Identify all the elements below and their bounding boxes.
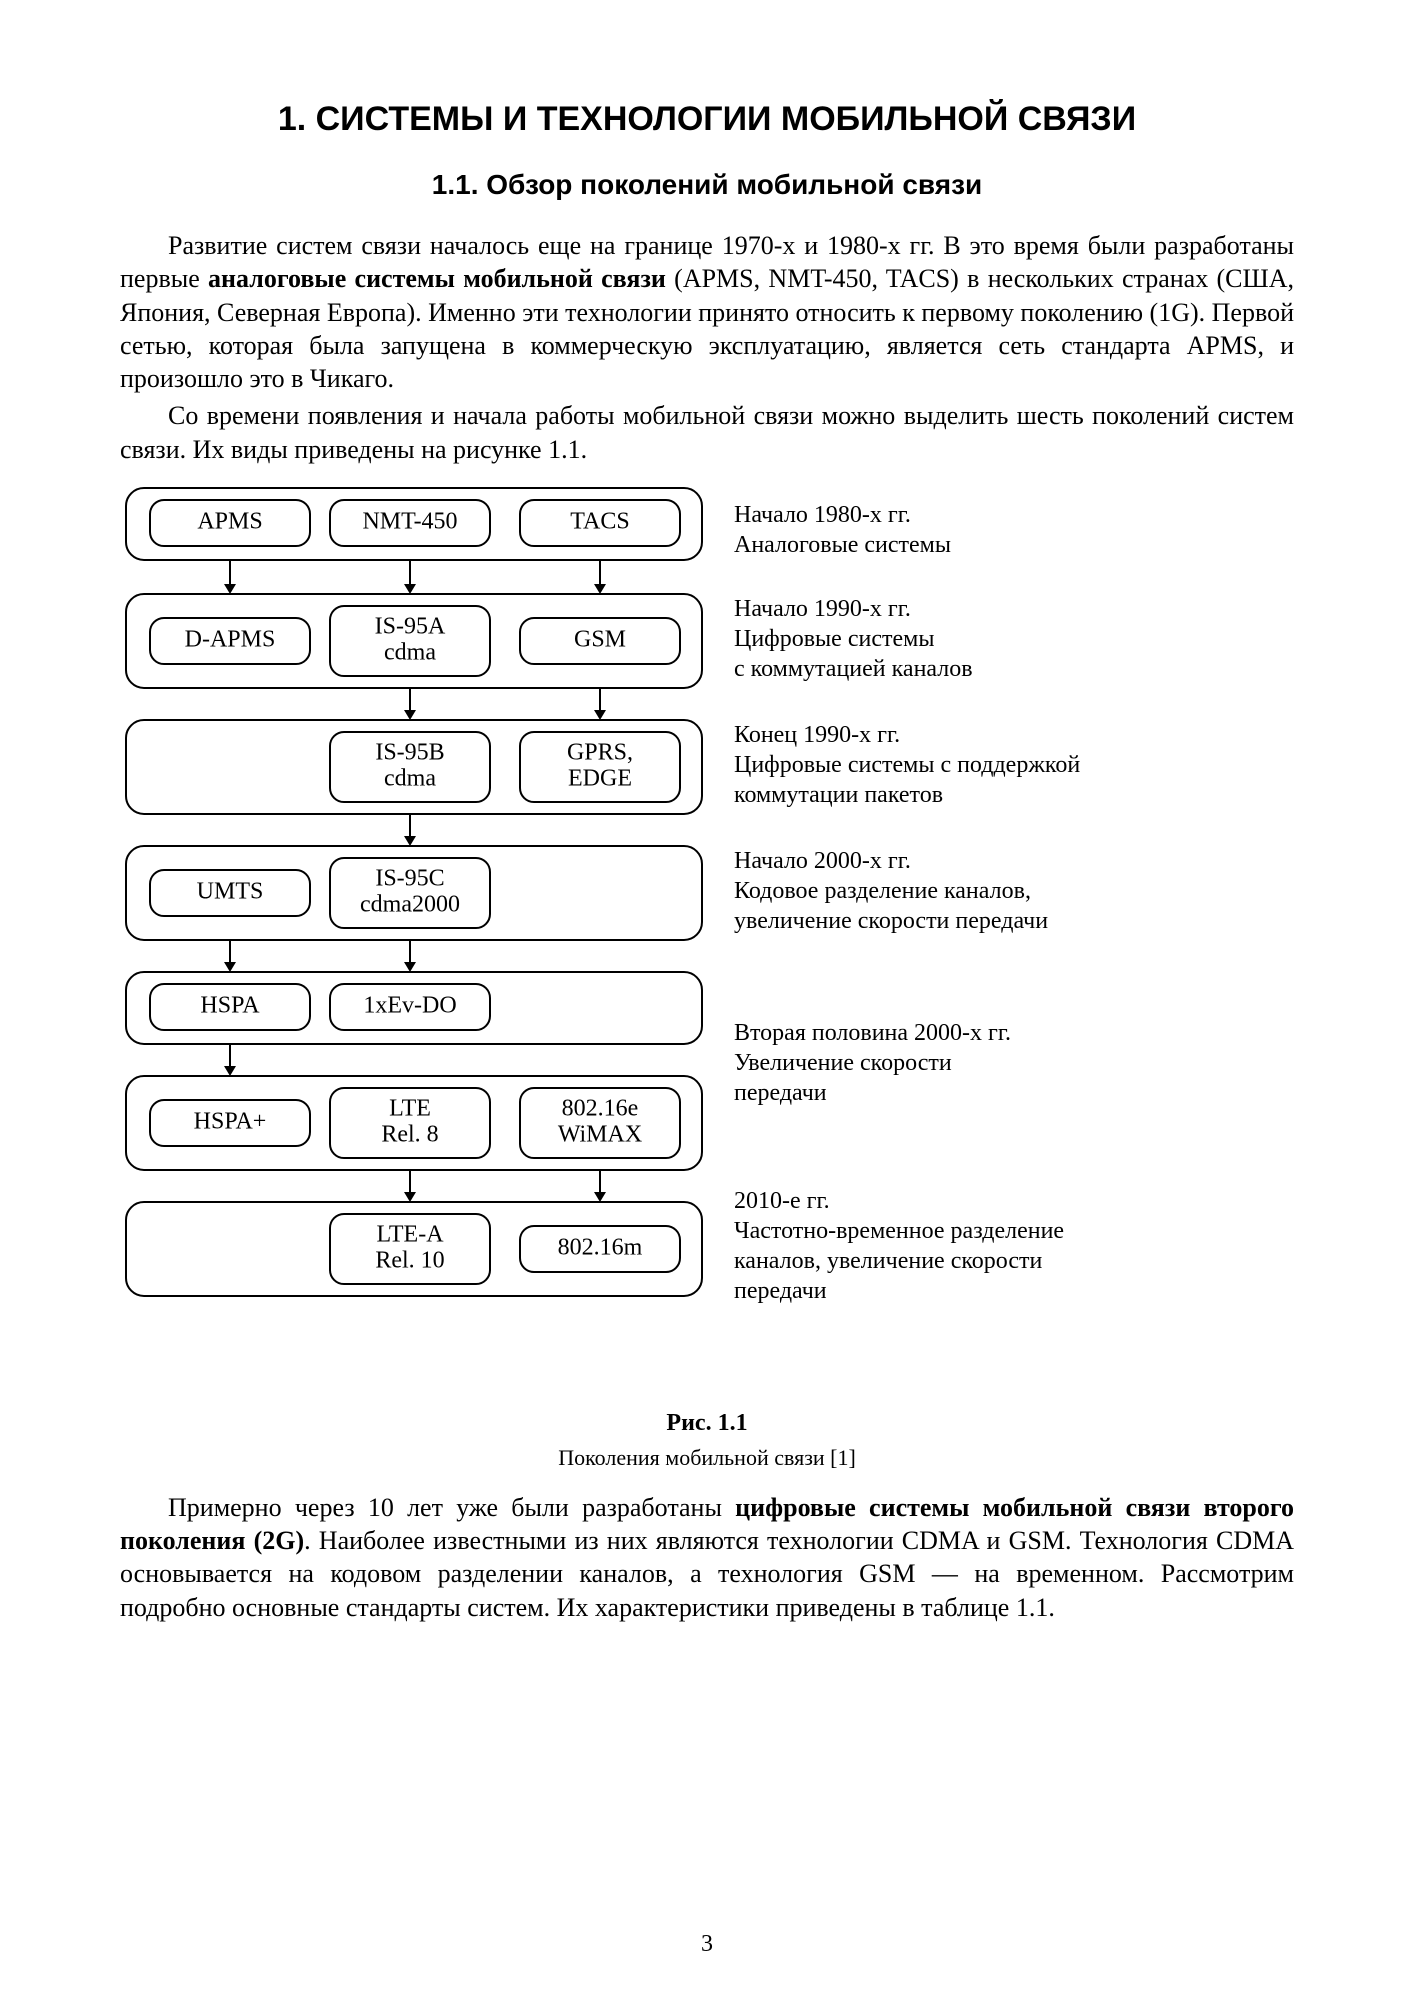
svg-text:WiMAX: WiMAX [558,1121,642,1147]
text-run-bold: аналоговые системы мобильной связи [208,264,666,293]
svg-text:802.16e: 802.16e [562,1095,639,1121]
svg-text:LTE: LTE [389,1095,431,1121]
svg-text:Кодовое разделение каналов,: Кодовое разделение каналов, [734,878,1031,904]
svg-text:Аналоговые системы: Аналоговые системы [734,532,951,558]
svg-text:1xEv-DO: 1xEv-DO [363,992,456,1018]
svg-text:cdma: cdma [384,765,436,791]
paragraph-2: Со времени появления и начала работы моб… [120,399,1294,466]
svg-text:Rel. 10: Rel. 10 [375,1247,444,1273]
svg-text:каналов, увеличение скорости: каналов, увеличение скорости [734,1248,1043,1274]
svg-text:HSPA: HSPA [200,992,260,1018]
svg-text:NMT-450: NMT-450 [362,508,457,534]
svg-text:Вторая половина 2000-х гг.: Вторая половина 2000-х гг. [734,1020,1011,1046]
svg-text:2010-е гг.: 2010-е гг. [734,1188,830,1214]
text-run: Примерно через 10 лет уже были разработа… [168,1493,735,1522]
subsection-heading: 1.1. Обзор поколений мобильной связи [120,169,1294,201]
svg-text:APMS: APMS [197,508,262,534]
svg-text:Конец 1990-х гг.: Конец 1990-х гг. [734,722,900,748]
svg-text:Начало 1990-х гг.: Начало 1990-х гг. [734,596,911,622]
svg-text:LTE-A: LTE-A [376,1221,444,1247]
svg-text:IS-95A: IS-95A [375,613,446,639]
figure-number: Рис. 1.1 [666,1410,747,1436]
paragraph-3: Примерно через 10 лет уже были разработа… [120,1491,1294,1624]
svg-text:HSPA+: HSPA+ [194,1108,267,1134]
svg-text:Цифровые системы с поддержкой: Цифровые системы с поддержкой [734,752,1080,778]
section-heading: 1. СИСТЕМЫ И ТЕХНОЛОГИИ МОБИЛЬНОЙ СВЯЗИ [120,100,1294,139]
document-page: 1. СИСТЕМЫ И ТЕХНОЛОГИИ МОБИЛЬНОЙ СВЯЗИ … [0,0,1414,2000]
svg-text:GPRS,: GPRS, [567,739,633,765]
svg-text:Rel. 8: Rel. 8 [381,1121,438,1147]
svg-text:увеличение скорости передачи: увеличение скорости передачи [734,908,1048,934]
figure-1-1: APMS NMT-450 TACS Начало 1980-х гг. Аналогов… [120,480,1294,1471]
svg-text:cdma: cdma [384,639,436,665]
figure-caption: Поколения мобильной связи [1] [120,1445,1294,1471]
svg-text:с коммутацией каналов: с коммутацией каналов [734,656,973,682]
svg-text:Частотно-временное разделение: Частотно-временное разделение [734,1218,1064,1244]
svg-text:UMTS: UMTS [197,878,264,904]
svg-text:Начало 2000-х гг.: Начало 2000-х гг. [734,848,911,874]
svg-text:Увеличение скорости: Увеличение скорости [734,1050,952,1076]
svg-text:передачи: передачи [734,1080,827,1106]
svg-text:IS-95C: IS-95C [375,865,444,891]
generations-flowchart: APMS NMT-450 TACS Начало 1980-х гг. Аналогов… [120,480,1294,1400]
svg-text:Начало 1980-х гг.: Начало 1980-х гг. [734,502,911,528]
svg-text:GSM: GSM [574,626,626,652]
svg-text:TACS: TACS [570,508,629,534]
svg-text:коммутации пакетов: коммутации пакетов [734,782,943,808]
svg-text:Цифровые системы: Цифровые системы [734,626,934,652]
svg-text:EDGE: EDGE [568,765,632,791]
svg-text:cdma2000: cdma2000 [360,891,460,917]
page-number: 3 [0,1931,1414,1958]
figure-label: Рис. 1.1 [120,1410,1294,1437]
paragraph-1: Развитие систем связи началось еще на гр… [120,229,1294,395]
svg-text:D-APMS: D-APMS [185,626,276,652]
svg-text:IS-95B: IS-95B [375,739,444,765]
svg-text:передачи: передачи [734,1278,827,1304]
svg-text:802.16m: 802.16m [558,1234,643,1260]
